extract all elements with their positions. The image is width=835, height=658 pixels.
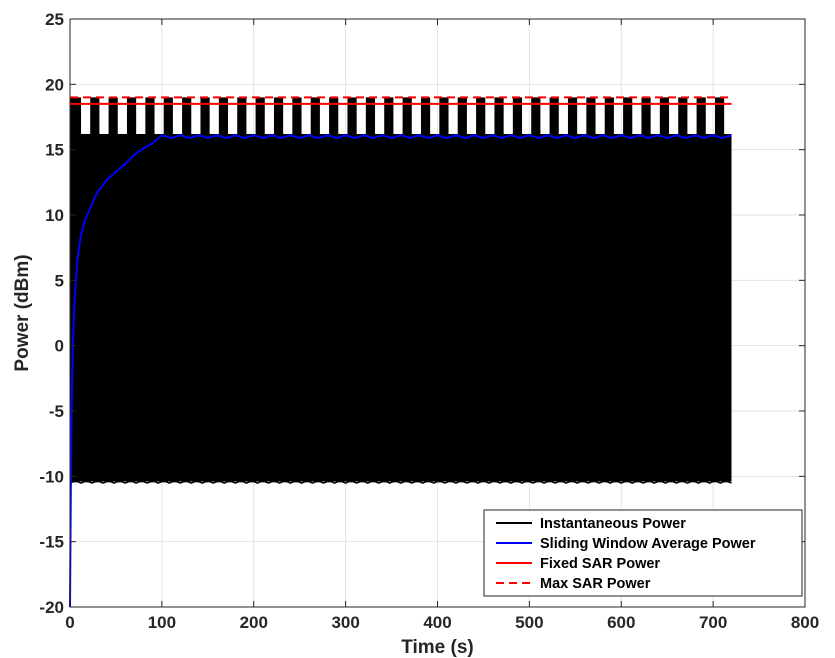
- x-tick-label: 0: [65, 613, 74, 632]
- y-tick-label: -5: [49, 402, 64, 421]
- instantaneous-power-pulse: [329, 97, 339, 135]
- y-tick-label: -10: [39, 467, 64, 486]
- instantaneous-power-pulse: [218, 97, 229, 135]
- instantaneous-power-pulse: [567, 97, 578, 135]
- instantaneous-power-pulse: [273, 97, 284, 135]
- x-tick-label: 400: [423, 613, 451, 632]
- instantaneous-power-pulse: [255, 97, 265, 135]
- sliding-window-average-line: [69, 134, 732, 608]
- x-axis-label: Time (s): [401, 637, 474, 658]
- instantaneous-power-pulse: [182, 97, 192, 135]
- y-tick-label: 25: [45, 10, 64, 29]
- x-tick-label: 700: [699, 613, 727, 632]
- instantaneous-power-pulse: [70, 97, 82, 135]
- instantaneous-power-pulse: [163, 97, 173, 135]
- instantaneous-power-pulse: [200, 97, 210, 135]
- legend-label: Max SAR Power: [540, 576, 651, 592]
- instantaneous-power-pulse: [531, 97, 541, 135]
- y-tick-label: -15: [39, 533, 64, 552]
- instantaneous-power-pulse: [678, 97, 688, 135]
- instantaneous-power-pulse: [512, 97, 523, 135]
- plot-area: [69, 96, 732, 608]
- y-tick-label: 5: [55, 271, 64, 290]
- instantaneous-power-pulse: [384, 97, 394, 135]
- x-tick-label: 300: [331, 613, 359, 632]
- instantaneous-power-pulse: [310, 97, 320, 135]
- instantaneous-power-pulse: [659, 97, 670, 135]
- legend: Instantaneous Power Sliding Window Averag…: [483, 509, 803, 597]
- instantaneous-power-pulse: [494, 97, 504, 135]
- instantaneous-power-pulse: [623, 97, 633, 135]
- instantaneous-power-pulse: [347, 97, 357, 135]
- legend-label: Fixed SAR Power: [540, 556, 660, 572]
- y-tick-label: 15: [45, 141, 64, 160]
- instantaneous-power-pulse: [586, 97, 596, 135]
- instantaneous-power-pulse: [714, 97, 725, 135]
- x-tick-label: 100: [148, 613, 176, 632]
- legend-label: Instantaneous Power: [540, 516, 686, 532]
- tick-labels: 0 100 200 300 400 500 600 700 800 -20 -15 -10 -5 0 5 10…: [39, 10, 819, 632]
- instantaneous-power-pulse: [439, 97, 449, 135]
- instantaneous-power-pulse: [90, 97, 100, 135]
- instantaneous-power-pulse: [457, 97, 467, 135]
- instantaneous-power-pulse: [476, 97, 486, 135]
- instantaneous-power-pulse: [237, 97, 247, 135]
- instantaneous-power-pulse: [145, 97, 155, 135]
- instantaneous-power-pulse: [292, 97, 302, 135]
- y-tick-label: 0: [55, 337, 64, 356]
- instantaneous-power-pulse: [126, 97, 137, 135]
- instantaneous-power-pulse: [641, 97, 651, 135]
- x-tick-label: 500: [515, 613, 543, 632]
- instantaneous-power-pulse: [108, 97, 118, 135]
- instantaneous-power-band: [70, 133, 732, 482]
- instantaneous-power-pulse: [365, 97, 376, 135]
- y-tick-label: 20: [45, 75, 64, 94]
- x-tick-label: 800: [791, 613, 819, 632]
- instantaneous-power-pulse: [696, 97, 706, 135]
- y-tick-label: 10: [45, 206, 64, 225]
- instantaneous-power-lower-edge: [69, 480, 732, 484]
- x-tick-label: 200: [240, 613, 268, 632]
- instantaneous-power-pulse: [402, 97, 412, 135]
- y-tick-label: -20: [39, 598, 64, 617]
- legend-box: [483, 509, 803, 597]
- legend-label: Sliding Window Average Power: [540, 536, 756, 552]
- instantaneous-power-pulse: [420, 97, 431, 135]
- y-axis-label: Power (dBm): [12, 254, 33, 371]
- x-tick-label: 600: [607, 613, 635, 632]
- instantaneous-power-pulse: [604, 97, 614, 135]
- instantaneous-power-pulse: [549, 97, 559, 135]
